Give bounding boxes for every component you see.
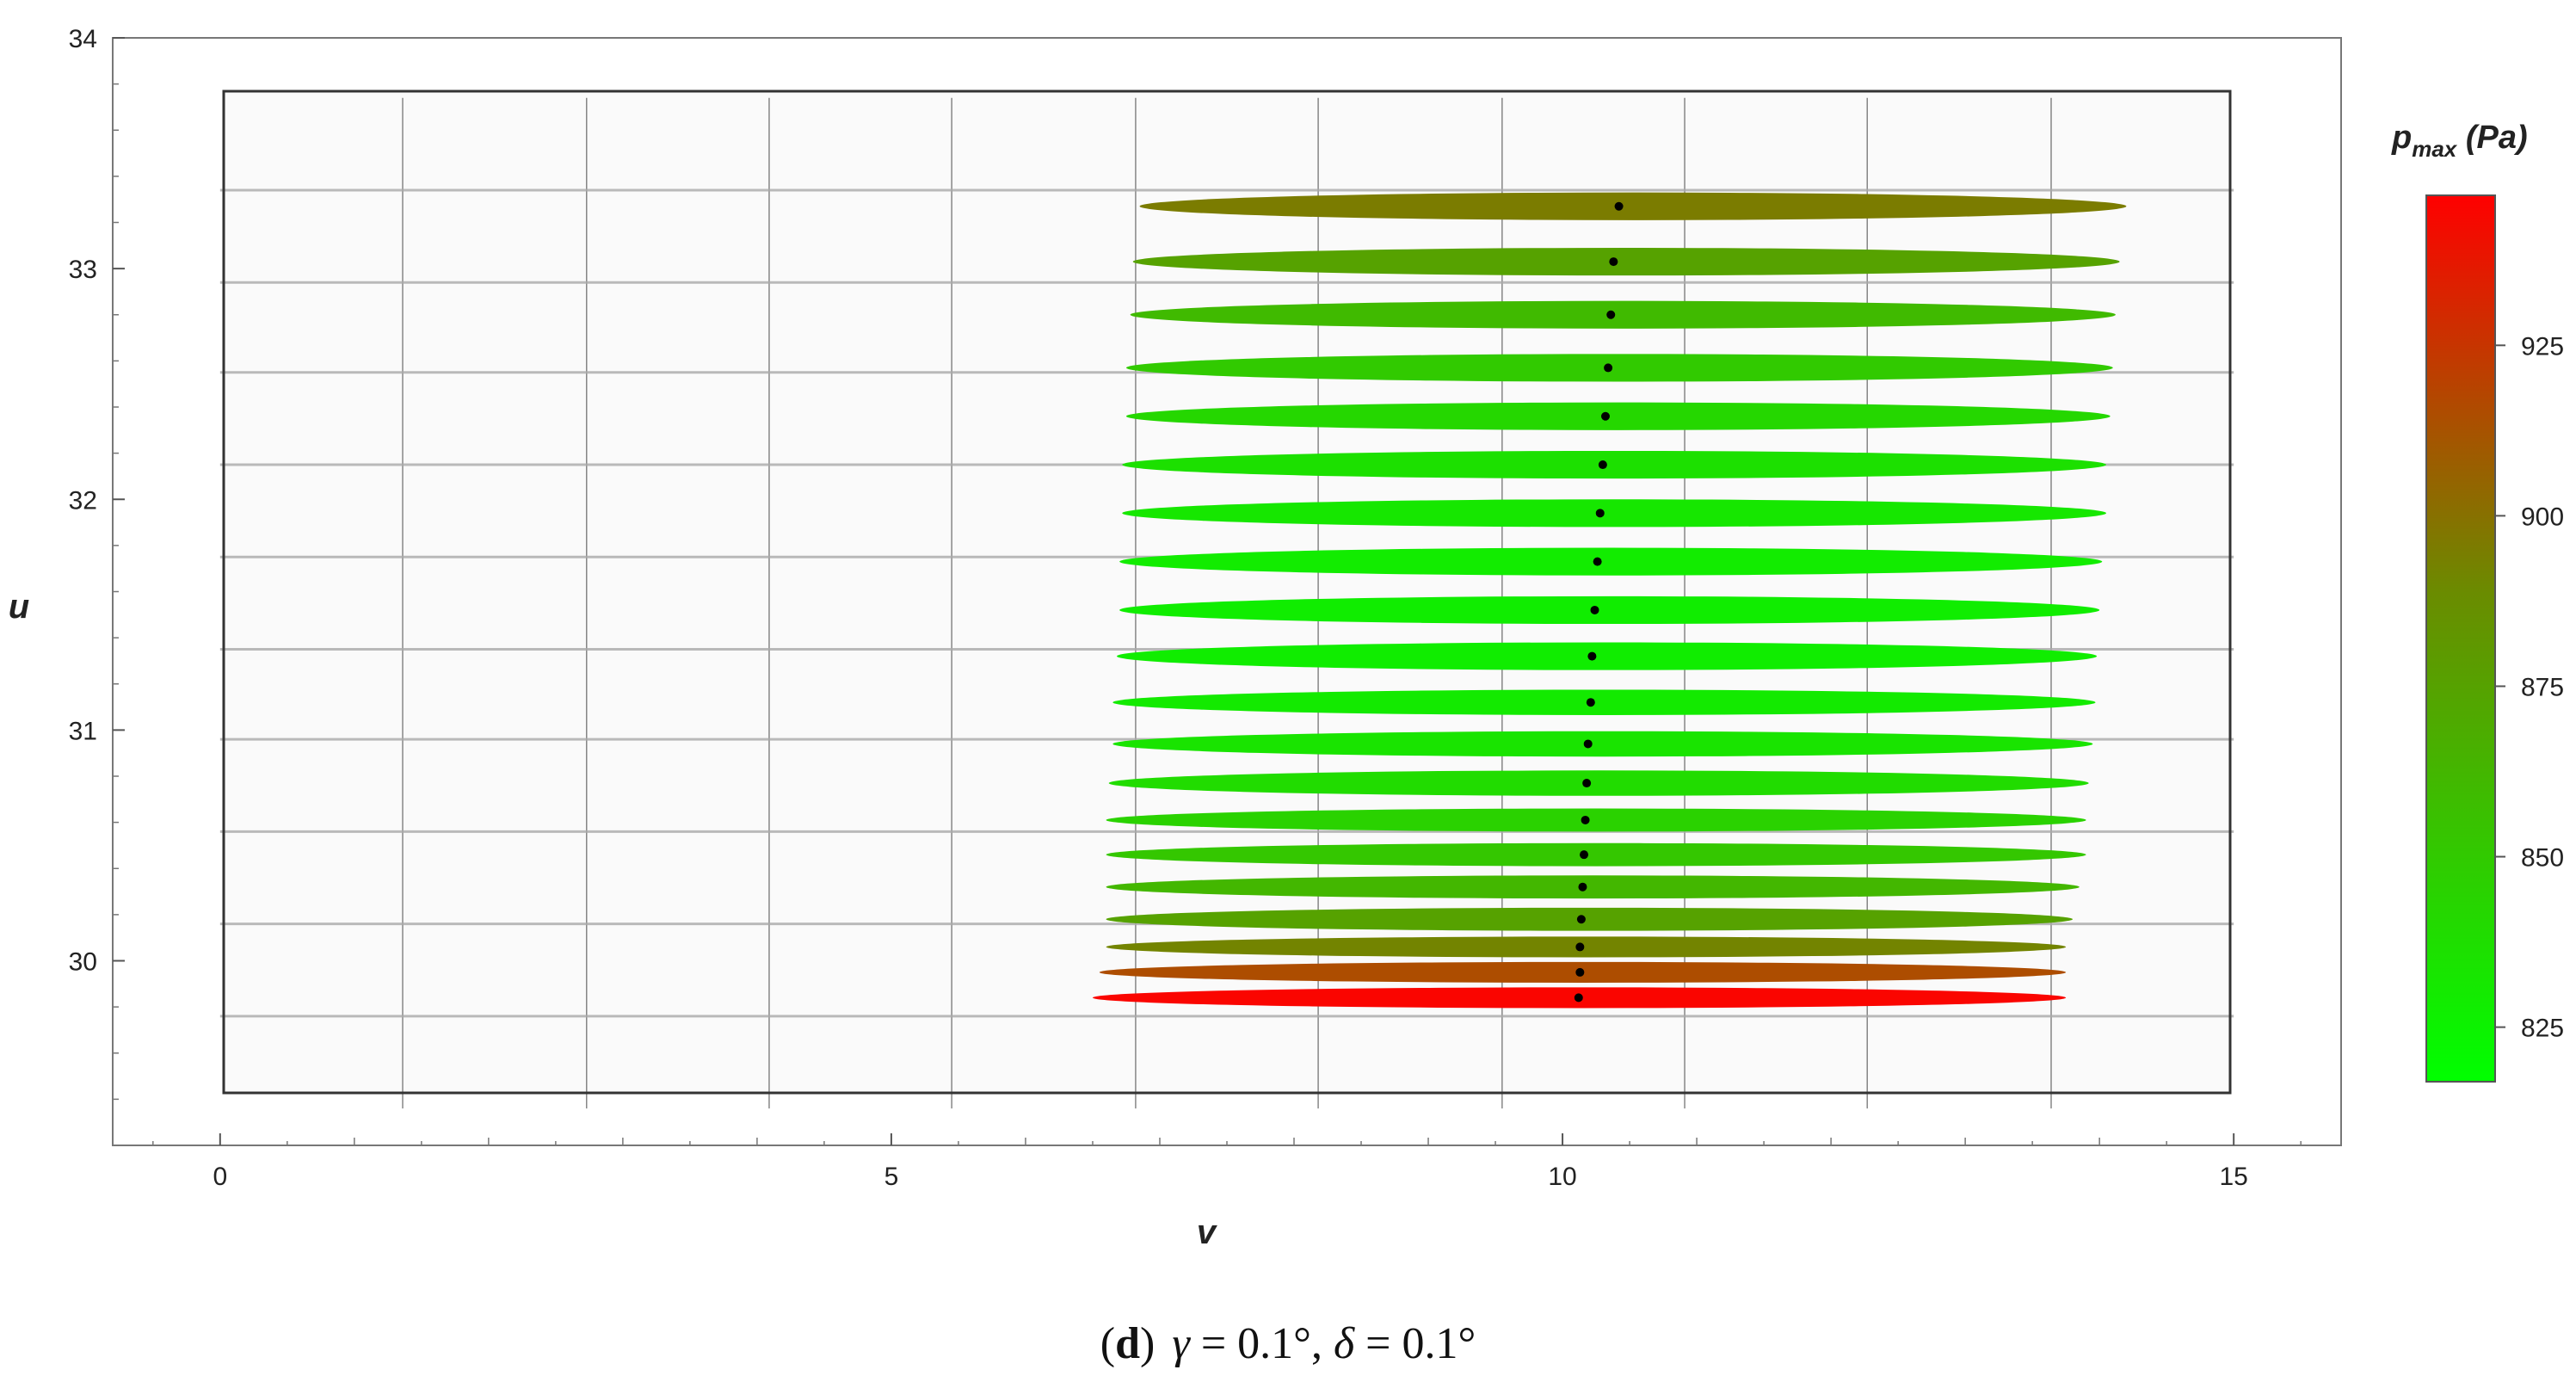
x-tick-label: 5 <box>884 1163 899 1191</box>
y-tick-label: 30 <box>69 948 97 977</box>
peak-point <box>1574 993 1583 1003</box>
x-axis-label: v <box>1197 1213 1218 1251</box>
figure-caption: (d) γ = 0.1°, δ = 0.1° <box>1100 1319 1476 1368</box>
x-tick-label: 10 <box>1548 1163 1576 1191</box>
y-tick-label: 31 <box>69 717 97 745</box>
caption-delta: δ <box>1334 1319 1355 1368</box>
pressure-ellipse <box>1130 300 2116 329</box>
pressure-ellipse <box>1106 808 2086 832</box>
caption-open-paren: ( <box>1100 1319 1115 1368</box>
peak-point <box>1581 815 1590 824</box>
peak-point <box>1580 850 1589 860</box>
y-tick-label: 33 <box>69 256 97 284</box>
pressure-ellipse <box>1139 192 2127 220</box>
x-tick-label: 15 <box>2219 1163 2247 1191</box>
peak-point <box>1604 363 1613 373</box>
colorbar-tick-label: 900 <box>2521 503 2564 531</box>
peak-point <box>1593 557 1602 566</box>
peak-point <box>1575 942 1585 952</box>
peak-point <box>1598 460 1607 470</box>
pressure-ellipse <box>1122 450 2106 479</box>
colorbar-tick-label: 875 <box>2521 673 2564 701</box>
colorbar <box>2425 194 2496 1083</box>
pressure-ellipse <box>1132 247 2120 276</box>
pressure-ellipse <box>1119 595 2100 625</box>
colorbar-ticks: 825 850 875 900 925 <box>2495 332 2564 1043</box>
caption-delta-text: = 0.1° <box>1354 1319 1476 1368</box>
caption-gamma: γ <box>1172 1319 1191 1368</box>
peak-point <box>1609 257 1618 267</box>
peak-point <box>1583 739 1593 749</box>
x-tick-label: 0 <box>213 1163 227 1191</box>
peak-point <box>1590 605 1599 614</box>
peak-point <box>1600 411 1610 421</box>
colorbar-tick-label: 825 <box>2521 1015 2564 1043</box>
ellipses <box>1092 192 2127 1009</box>
caption-gamma-text: = 0.1°, <box>1190 1319 1334 1368</box>
pressure-ellipse <box>1117 642 2098 670</box>
y-tick-label: 32 <box>69 486 97 515</box>
y-tick-label: 34 <box>69 25 97 53</box>
peak-point <box>1606 310 1616 319</box>
peak-point <box>1614 201 1624 211</box>
pressure-ellipse <box>1125 354 2113 382</box>
peak-point <box>1578 882 1587 892</box>
peak-point <box>1595 509 1605 518</box>
pressure-ellipse <box>1112 689 2096 715</box>
pressure-ellipse <box>1122 499 2106 528</box>
pressure-ellipse <box>1112 731 2093 757</box>
x-axis: 0 5 10 15 <box>152 1133 2302 1191</box>
pressure-ellipse <box>1125 402 2111 430</box>
plot-frame <box>222 89 2232 1095</box>
colorbar-tick-label: 850 <box>2521 844 2564 873</box>
peak-point <box>1575 967 1585 977</box>
caption-letter: d <box>1115 1319 1140 1368</box>
y-axis-label: u <box>9 588 29 626</box>
pressure-ellipse <box>1106 875 2080 899</box>
pressure-ellipse <box>1108 770 2089 796</box>
colorbar-title-main: p <box>2391 120 2412 156</box>
pressure-ellipse <box>1106 936 2067 958</box>
colorbar-tick-label: 925 <box>2521 332 2564 361</box>
caption-close-paren: ) <box>1140 1319 1155 1368</box>
peak-point <box>1586 698 1595 707</box>
peak-point <box>1576 915 1586 924</box>
colorbar-title-sub: max <box>2412 136 2458 162</box>
colorbar-title-unit: (Pa) <box>2456 120 2527 156</box>
peak-point <box>1587 651 1597 661</box>
pressure-ellipse <box>1106 842 2086 867</box>
peak-point <box>1582 779 1592 788</box>
pressure-ellipse <box>1106 907 2073 931</box>
pressure-ellipse <box>1119 547 2103 576</box>
colorbar-title: pmax (Pa) <box>2391 120 2528 162</box>
y-axis: 30 31 32 33 34 <box>69 25 125 1146</box>
peak-points <box>1574 201 1624 1003</box>
